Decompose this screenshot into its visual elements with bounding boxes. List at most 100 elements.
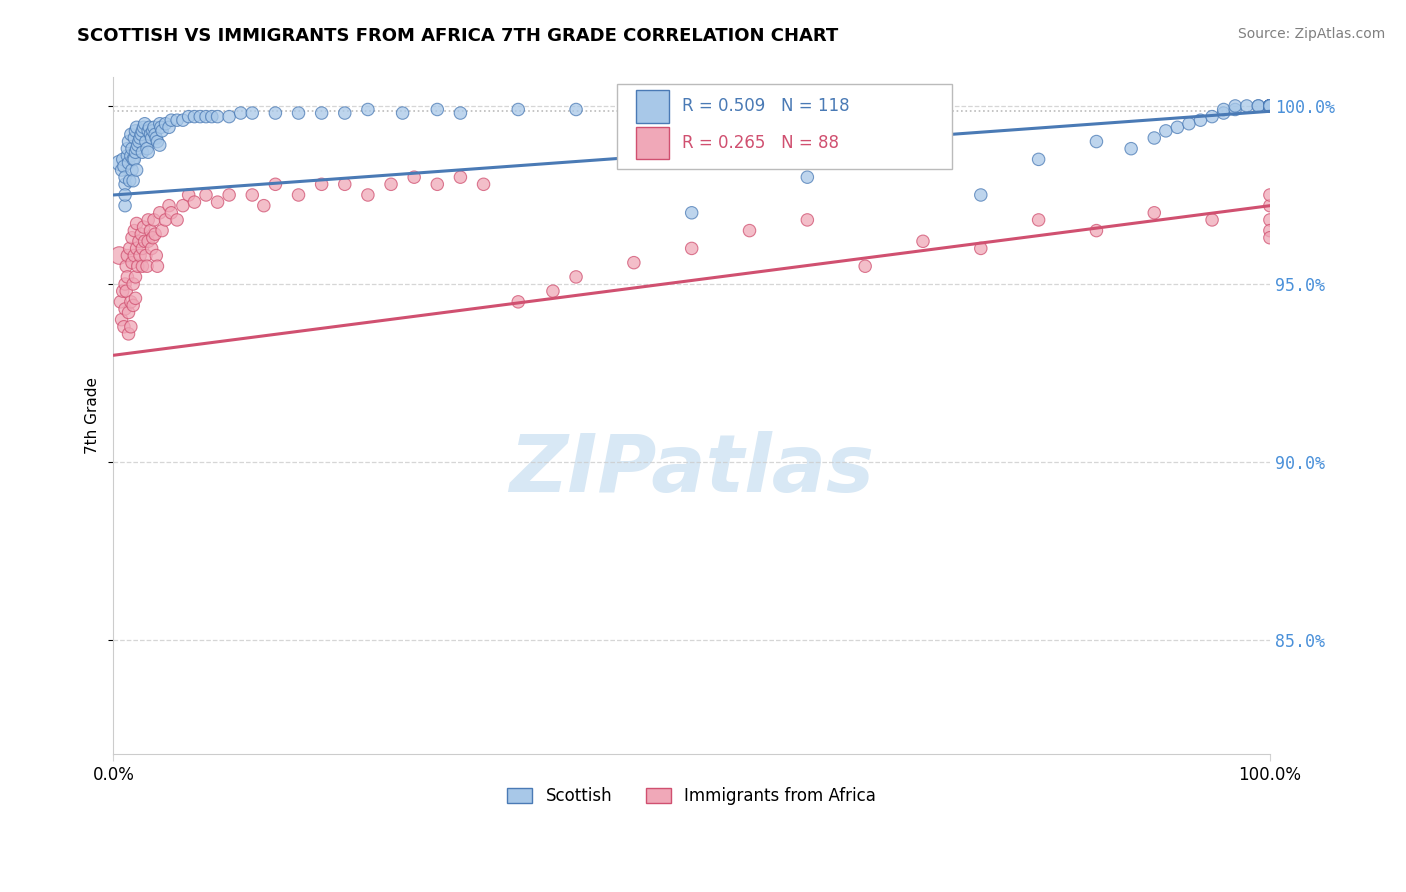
Point (911, 235, 934, 249)
Point (172, 199, 194, 213)
Point (207, 195, 229, 210)
Point (142, 124, 165, 138)
Point (1258, 99, 1281, 113)
Point (970, 241, 993, 255)
Point (157, 120, 180, 135)
Point (1258, 99, 1281, 113)
Point (115, 259, 138, 273)
Point (139, 128, 162, 142)
Point (449, 106, 471, 120)
Point (1258, 99, 1281, 113)
Point (110, 163, 132, 178)
Point (853, 153, 876, 167)
Point (124, 291, 146, 305)
Point (110, 312, 132, 326)
Point (404, 170, 426, 185)
Point (1258, 99, 1281, 113)
Point (1201, 213, 1223, 227)
FancyBboxPatch shape (616, 84, 952, 169)
Point (135, 135, 157, 149)
Point (681, 241, 703, 255)
Point (121, 255, 143, 269)
Point (125, 241, 148, 255)
Point (449, 170, 471, 185)
Point (111, 153, 134, 167)
Point (1189, 113, 1212, 128)
Point (142, 231, 165, 245)
Point (1236, 99, 1258, 113)
Point (253, 199, 276, 213)
Point (127, 259, 149, 273)
Point (565, 269, 588, 284)
Point (111, 284, 134, 298)
Point (114, 188, 136, 202)
Point (127, 138, 149, 153)
Point (1258, 99, 1281, 113)
Point (129, 248, 152, 262)
Point (287, 188, 309, 202)
Point (1258, 99, 1281, 113)
Point (150, 124, 173, 138)
Point (129, 128, 152, 142)
Point (1085, 224, 1108, 238)
Point (136, 259, 159, 273)
Point (121, 163, 143, 178)
Point (681, 206, 703, 220)
Point (124, 153, 146, 167)
Y-axis label: 7th Grade: 7th Grade (86, 377, 100, 454)
Point (911, 135, 934, 149)
Point (240, 106, 263, 120)
Point (738, 224, 761, 238)
Bar (636, 127, 669, 159)
Point (1258, 231, 1281, 245)
Point (1028, 153, 1050, 167)
Point (118, 241, 141, 255)
Point (120, 319, 142, 334)
Point (132, 220, 155, 235)
Point (508, 294, 530, 309)
Point (472, 178, 495, 192)
Point (112, 319, 135, 334)
Point (357, 103, 380, 117)
Point (218, 110, 240, 124)
Point (1166, 120, 1188, 135)
Point (136, 124, 159, 138)
Point (128, 235, 150, 249)
Point (114, 199, 136, 213)
Point (264, 178, 287, 192)
Point (138, 120, 160, 135)
Point (426, 178, 449, 192)
Point (853, 259, 876, 273)
Point (240, 188, 263, 202)
Point (177, 188, 200, 202)
Point (426, 103, 449, 117)
Point (141, 131, 163, 145)
Point (1258, 99, 1281, 113)
Point (1028, 213, 1050, 227)
Point (155, 213, 177, 227)
Point (141, 241, 163, 255)
Point (136, 213, 159, 227)
Point (131, 259, 153, 273)
Point (1258, 99, 1281, 113)
Point (155, 117, 177, 131)
Point (128, 135, 150, 149)
Point (508, 103, 530, 117)
Point (120, 149, 142, 163)
Point (1258, 99, 1281, 113)
Point (796, 213, 818, 227)
Point (136, 142, 159, 156)
Point (108, 248, 131, 262)
Point (146, 135, 169, 149)
Point (357, 188, 380, 202)
Point (124, 248, 146, 262)
Point (1258, 188, 1281, 202)
Point (114, 301, 136, 316)
Point (131, 124, 153, 138)
Point (1154, 124, 1177, 138)
Point (145, 131, 167, 145)
Point (1258, 99, 1281, 113)
Point (125, 142, 148, 156)
Point (1258, 99, 1281, 113)
Point (117, 326, 139, 341)
